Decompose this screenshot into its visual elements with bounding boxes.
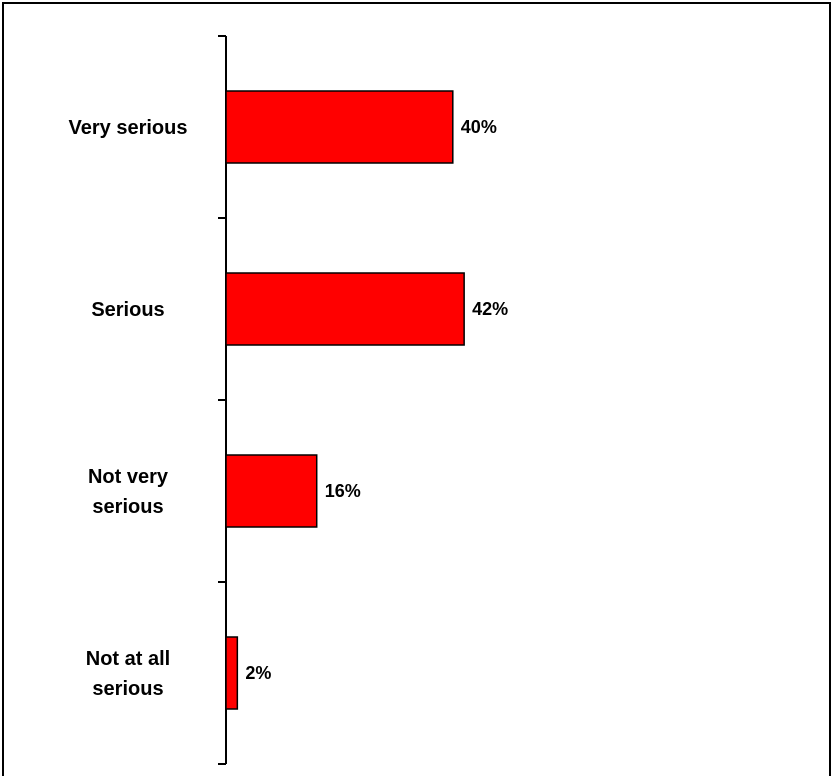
category-label: Not very serious [88, 466, 169, 518]
category-label: Very serious [69, 117, 188, 139]
bar [225, 636, 239, 710]
bar [225, 90, 454, 164]
data-label: 40% [461, 117, 497, 137]
bar-chart: Very serious Serious Not very serious Not at… [69, 35, 508, 765]
bars [225, 90, 465, 710]
category-labels: Very serious Serious Not very serious Not at… [69, 117, 188, 700]
data-label: 2% [245, 663, 271, 683]
data-labels: 40% 42% 16% 2% [245, 117, 508, 683]
data-label: 42% [472, 299, 508, 319]
category-label: Not at all serious [86, 648, 170, 700]
category-label: Serious [91, 299, 164, 321]
bar [225, 454, 318, 528]
data-label: 16% [325, 481, 361, 501]
category-axis [218, 35, 227, 765]
bar [225, 272, 465, 346]
